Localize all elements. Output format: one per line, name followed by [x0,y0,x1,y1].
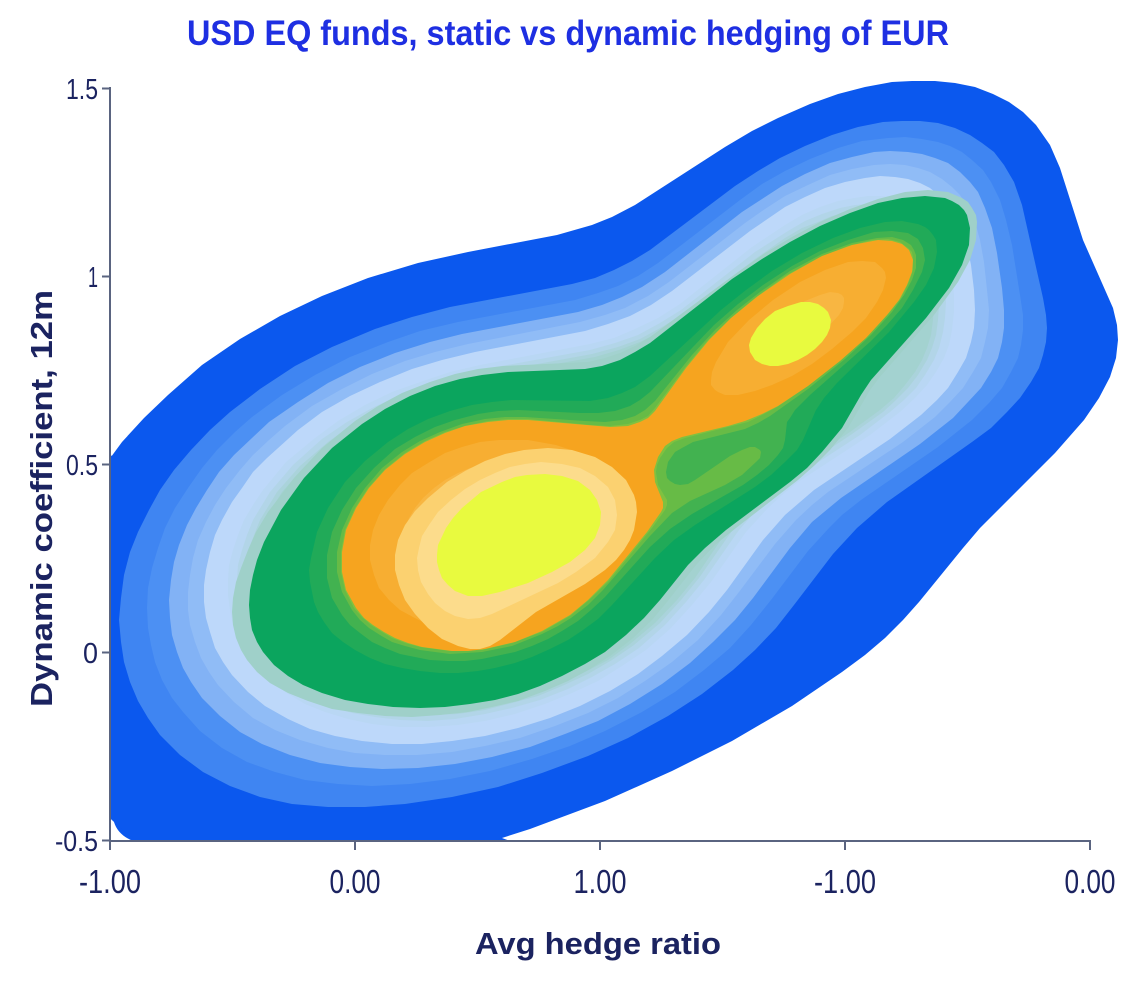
svg-text:0.00: 0.00 [1065,863,1116,900]
svg-text:Avg hedge ratio: Avg hedge ratio [475,926,721,961]
svg-text:0.00: 0.00 [330,863,381,900]
svg-text:-1.00: -1.00 [79,863,141,900]
svg-text:1.00: 1.00 [574,863,627,900]
svg-text:1.5: 1.5 [66,74,98,106]
svg-text:USD EQ funds, static vs dynami: USD EQ funds, static vs dynamic hedging … [187,14,949,53]
svg-text:-0.5: -0.5 [55,826,98,858]
svg-text:0.5: 0.5 [66,450,98,482]
svg-text:0: 0 [83,638,98,670]
svg-text:Dynamic coefficient, 12m: Dynamic coefficient, 12m [24,290,59,707]
svg-text:-1.00: -1.00 [814,863,876,900]
svg-text:1: 1 [88,262,98,294]
